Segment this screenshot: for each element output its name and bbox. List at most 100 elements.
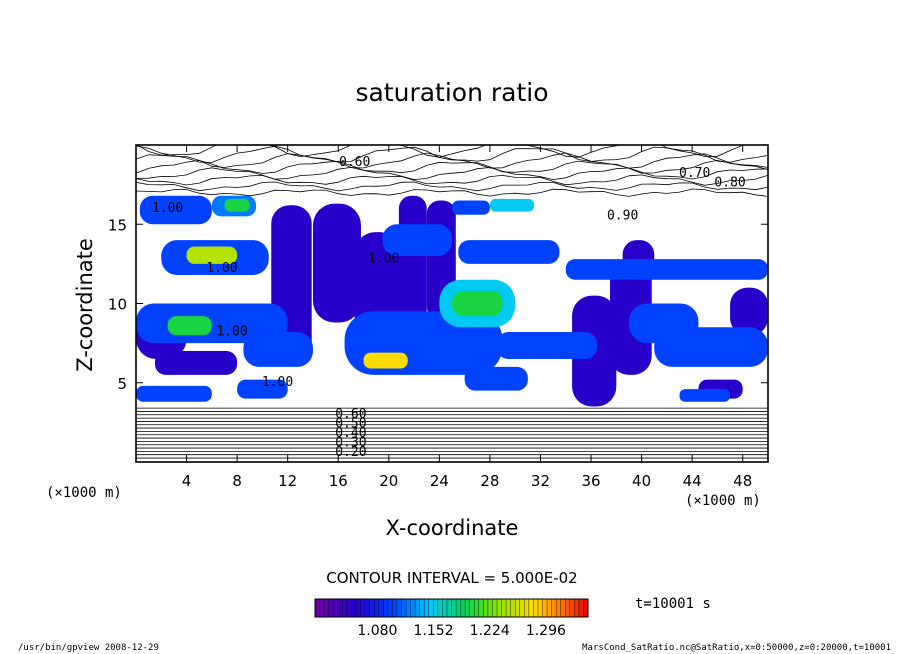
contour-label: 1.00 (216, 324, 247, 339)
colorbar-cell (537, 599, 543, 617)
colorbar-cell (415, 599, 420, 617)
shaded-region (139, 195, 212, 225)
x-unit-left: (×1000 m) (46, 485, 122, 501)
colorbar-cell (378, 599, 384, 617)
shaded-region (312, 203, 361, 323)
contour-line (136, 145, 768, 163)
colorbar-cell (519, 599, 525, 617)
colorbar-cell (483, 599, 489, 617)
colorbar-tick-label: 1.224 (470, 623, 510, 639)
footer-left: /usr/bin/gpview 2008-12-29 (18, 643, 159, 653)
x-tick-label: 12 (278, 472, 297, 490)
colorbar-cell (528, 599, 534, 617)
colorbar-cell (478, 599, 484, 617)
x-unit-right: (×1000 m) (685, 493, 761, 509)
colorbar-cell (460, 599, 466, 617)
shaded-region (167, 316, 212, 336)
colorbar-cell (433, 599, 439, 617)
colorbar-cell (374, 599, 379, 617)
contour-label: 0.30 (335, 435, 366, 450)
colorbar-cell (387, 599, 393, 617)
colorbar-cell (406, 599, 411, 617)
colorbar-cell (337, 599, 343, 617)
x-axis-ticks: 4 8 12 16 20 24 28 32 36 40 44 48 (182, 145, 752, 490)
contour-line (136, 145, 748, 158)
contour-label: 0.90 (607, 209, 638, 224)
shaded-region (237, 379, 288, 399)
colorbar-cell (346, 599, 352, 617)
shaded-region (382, 224, 452, 256)
colorbar-cell (506, 599, 511, 617)
contour-label: 1.00 (206, 261, 237, 276)
colorbar-cell (469, 599, 475, 617)
colorbar-cell (369, 599, 375, 617)
colorbar-cell (451, 599, 457, 617)
shaded-region (458, 240, 560, 264)
contour-line (136, 181, 768, 192)
shaded-region (496, 332, 598, 359)
colorbar-cell (383, 599, 389, 617)
colorbar-cell (497, 599, 502, 617)
colorbar-cell (547, 599, 552, 617)
shaded-region (730, 287, 768, 336)
colorbar-frame (314, 598, 589, 618)
colorbar-cell (556, 599, 561, 617)
shaded-region (565, 259, 768, 280)
colorbar-cell (456, 599, 461, 617)
contour-interval-text: CONTOUR INTERVAL = 5.000E-02 (326, 569, 577, 587)
contour-label: 0.40 (335, 426, 366, 441)
contour-line (136, 159, 768, 174)
colorbar-cell (551, 599, 557, 617)
plot-area: 0.60 0.70 0.80 0.90 1.00 1.00 1.00 1.00 1.00 0.60… (136, 145, 768, 460)
contour-label: 0.60 (335, 407, 366, 422)
colorbar-cell (578, 599, 584, 617)
chart-title: saturation ratio (355, 78, 548, 107)
colorbar-cell (533, 599, 539, 617)
y-axis-ticks: 5 10 15 (108, 216, 768, 393)
colorbar-cell (583, 599, 589, 617)
contour-label: 0.50 (335, 416, 366, 431)
x-tick-label: 28 (480, 472, 499, 490)
colorbar-cell (392, 599, 398, 617)
shaded-region (224, 198, 250, 212)
colorbar-cell (487, 599, 493, 617)
x-tick-label: 24 (430, 472, 449, 490)
colorbar-tick-label: 1.152 (414, 623, 454, 639)
colorbar-cell (419, 599, 425, 617)
colorbar-cell (437, 599, 443, 617)
shaded-region (452, 290, 503, 317)
y-tick-label: 10 (108, 296, 127, 314)
colorbar-cell (569, 599, 575, 617)
colorbar-cell (474, 599, 480, 617)
x-tick-label: 44 (683, 472, 702, 490)
x-tick-label: 20 (379, 472, 398, 490)
colorbar-cell (465, 599, 470, 617)
x-tick-label: 16 (329, 472, 348, 490)
contour-line (136, 188, 768, 197)
contour-label: 0.70 (679, 166, 710, 181)
colorbar-cell (565, 599, 571, 617)
colorbar-cell (315, 599, 320, 617)
contour-line (136, 152, 768, 169)
contour-line (136, 174, 768, 186)
colorbar-cell (396, 599, 402, 617)
colorbar-cell (351, 599, 357, 617)
colorbar-cell (319, 599, 325, 617)
colorbar-cell (542, 599, 548, 617)
colorbar-cell (342, 599, 348, 617)
shaded-region (186, 246, 238, 264)
contour-label: 1.00 (152, 201, 183, 216)
x-tick-label: 4 (182, 472, 192, 490)
colorbar-cell (324, 599, 329, 617)
colorbar-cell (524, 599, 530, 617)
colorbar (314, 598, 589, 618)
x-tick-label: 36 (581, 472, 600, 490)
shaded-region (136, 385, 212, 402)
colorbar-tick-label: 1.080 (357, 623, 397, 639)
time-label: t=10001 s (635, 596, 711, 612)
contour-label: 1.00 (368, 252, 399, 267)
shaded-region (654, 327, 768, 367)
colorbar-cell (560, 599, 566, 617)
contour-label: 1.00 (262, 375, 293, 390)
